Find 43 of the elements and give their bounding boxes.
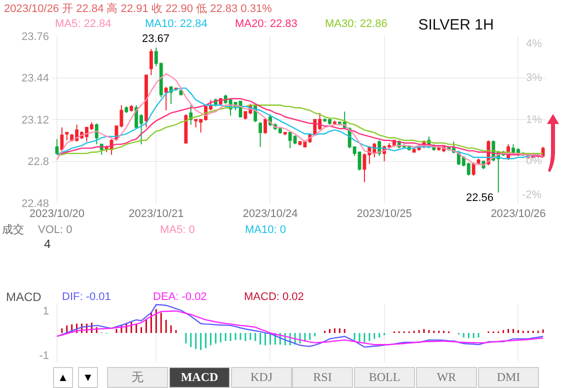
x-tick-label: 2023/10/25: [356, 208, 412, 220]
text: ▲: [53, 367, 73, 388]
y-tick-label: 22.48: [21, 198, 49, 210]
text: MA5: 0: [160, 224, 195, 237]
text: BOLL: [354, 367, 415, 388]
annotation: 1%: [526, 114, 542, 126]
text: DMI: [478, 367, 539, 388]
text: KDJ: [231, 367, 292, 388]
text: MA10: 0: [245, 224, 286, 237]
text: 成交: [2, 224, 24, 237]
text: MA20: 22.83: [235, 18, 298, 30]
text: 2023/10/26 开 22.84 高 22.91 收 22.90 低 22.83 0.31%: [4, 2, 272, 15]
series-label: DEA: -0.02: [153, 291, 207, 303]
annotation: -2%: [522, 189, 542, 201]
x-tick-label: 2023/10/21: [128, 208, 184, 220]
y-tick-label: -1: [39, 350, 49, 362]
y-tick-label: 23.76: [21, 30, 49, 43]
text: 4: [44, 237, 51, 251]
annotation: 3%: [526, 72, 542, 84]
annotation: 4%: [526, 38, 542, 50]
annotation: 0%: [526, 155, 542, 167]
text: WR: [416, 367, 477, 388]
y-tick-label: 22.8: [28, 156, 49, 168]
y-tick-label: 23.44: [21, 72, 49, 85]
x-tick-label: 2023/10/26: [490, 208, 546, 220]
chart-title: SILVER 1H: [418, 16, 494, 34]
x-tick-label: 2023/10/24: [242, 208, 298, 220]
text: MACD: 0.02: [244, 291, 304, 303]
annotation: 23.67: [142, 33, 170, 45]
y-tick-label: 1: [42, 306, 49, 318]
text: VOL: 0: [38, 224, 72, 237]
y-axis-title: MACD: [6, 290, 42, 304]
text: 无: [107, 367, 168, 388]
text: DIF: -0.01: [62, 291, 111, 303]
annotation: 22.56: [466, 192, 494, 204]
text: MA10: 22.84: [145, 18, 208, 30]
text: RSI: [292, 367, 353, 388]
text: MA30: 22.86: [325, 18, 388, 30]
text: MA5: 22.84: [55, 18, 112, 30]
text: ▼: [78, 367, 98, 388]
x-tick-label: 2023/10/20: [29, 208, 84, 220]
text: MACD: [169, 367, 230, 388]
y-tick-label: 23.12: [21, 114, 49, 126]
